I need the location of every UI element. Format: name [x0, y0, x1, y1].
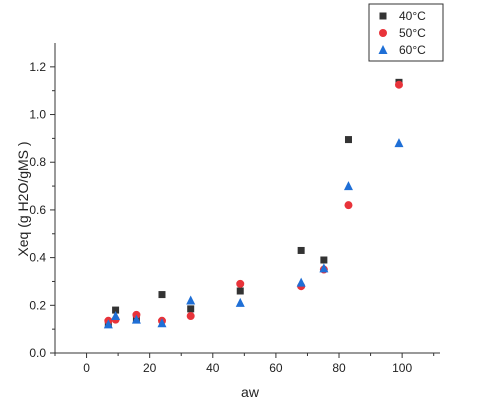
- x-axis-title: aw: [241, 384, 260, 400]
- point-series-1: [320, 256, 328, 264]
- legend-label-series-2: 50°C: [399, 26, 426, 40]
- x-tick-label: 100: [392, 361, 412, 375]
- legend: 40°C 50°C 60°C: [368, 3, 444, 62]
- y-axis-title: Xeq (g H2O/gMS ): [15, 141, 31, 256]
- y-tick-label: 0.6: [29, 203, 46, 217]
- x-tick-label: 80: [332, 361, 346, 375]
- point-series-3: [394, 138, 404, 148]
- point-series-3: [157, 318, 167, 328]
- y-tick-label: 0.8: [29, 155, 46, 169]
- point-series-1: [344, 136, 352, 144]
- legend-label-series-1: 40°C: [399, 9, 426, 23]
- point-series-3: [131, 314, 141, 324]
- y-tick-label: 0.4: [29, 251, 46, 265]
- axes: 0 20 40 60 80 100 0.0 0.2 0.4 0.6 0.8 1.0 1.2: [29, 43, 440, 375]
- point-series-3: [343, 181, 353, 191]
- y-tick-label: 0.2: [29, 298, 46, 312]
- point-series-2: [394, 80, 403, 89]
- point-series-1: [158, 291, 166, 299]
- y-tick-label: 0.0: [29, 346, 46, 360]
- point-series-1: [236, 287, 244, 295]
- x-tick-label: 0: [83, 361, 90, 375]
- legend-marker-series-3: [378, 45, 388, 54]
- point-series-3: [103, 319, 113, 329]
- point-series-2: [236, 279, 245, 288]
- point-series-3: [186, 295, 196, 305]
- point-series-3: [111, 311, 121, 321]
- point-series-2: [344, 201, 353, 210]
- y-tick-label: 1.2: [29, 60, 46, 74]
- y-tick-label: 1.0: [29, 108, 46, 122]
- x-tick-label: 40: [206, 361, 220, 375]
- legend-marker-series-2: [379, 29, 387, 37]
- data-points: [103, 78, 404, 329]
- legend-label-series-3: 60°C: [399, 43, 426, 57]
- point-series-1: [187, 305, 195, 313]
- point-series-3: [319, 263, 329, 273]
- point-series-1: [112, 306, 120, 314]
- point-series-1: [297, 246, 305, 254]
- x-tick-label: 60: [269, 361, 283, 375]
- point-series-3: [296, 277, 306, 287]
- point-series-3: [235, 297, 245, 307]
- legend-marker-series-1: [379, 12, 387, 20]
- point-series-2: [186, 312, 195, 321]
- x-tick-label: 20: [143, 361, 157, 375]
